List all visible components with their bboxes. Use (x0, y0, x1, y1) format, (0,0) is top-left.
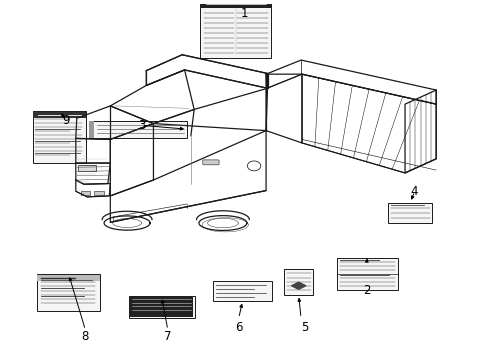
FancyBboxPatch shape (130, 297, 193, 317)
FancyBboxPatch shape (78, 165, 96, 171)
FancyBboxPatch shape (387, 203, 431, 223)
Bar (33, 112, 86, 118)
Text: 2: 2 (362, 284, 370, 297)
FancyBboxPatch shape (213, 281, 271, 301)
Bar (200, 0, 271, 8)
FancyBboxPatch shape (33, 111, 86, 163)
Text: 7: 7 (164, 330, 171, 343)
Text: 6: 6 (235, 321, 242, 334)
FancyBboxPatch shape (203, 160, 219, 165)
FancyBboxPatch shape (81, 190, 90, 195)
Polygon shape (291, 282, 305, 289)
FancyBboxPatch shape (128, 296, 194, 318)
Text: 1: 1 (240, 7, 248, 20)
Text: 5: 5 (300, 321, 307, 334)
FancyBboxPatch shape (89, 121, 186, 138)
FancyBboxPatch shape (336, 258, 397, 290)
Text: 3: 3 (138, 119, 145, 132)
FancyBboxPatch shape (93, 190, 104, 195)
Text: 8: 8 (81, 330, 89, 343)
Bar (89, 121, 94, 138)
Text: 4: 4 (410, 185, 418, 198)
FancyBboxPatch shape (200, 0, 271, 58)
FancyBboxPatch shape (284, 269, 312, 294)
Text: 9: 9 (62, 114, 70, 127)
FancyBboxPatch shape (38, 274, 100, 311)
Bar (38, 275, 100, 281)
